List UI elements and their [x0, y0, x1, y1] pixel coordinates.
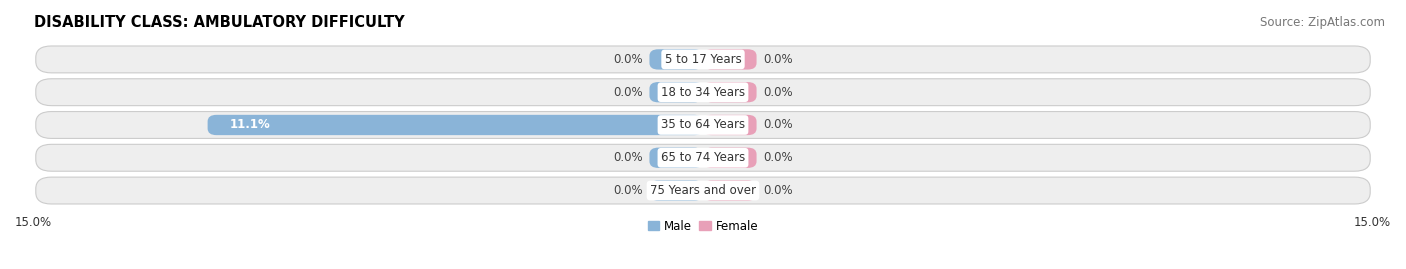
Text: DISABILITY CLASS: AMBULATORY DIFFICULTY: DISABILITY CLASS: AMBULATORY DIFFICULTY — [34, 15, 404, 30]
Text: 0.0%: 0.0% — [763, 151, 793, 164]
Text: 65 to 74 Years: 65 to 74 Years — [661, 151, 745, 164]
Text: 18 to 34 Years: 18 to 34 Years — [661, 86, 745, 99]
Text: 35 to 64 Years: 35 to 64 Years — [661, 118, 745, 132]
FancyBboxPatch shape — [650, 49, 703, 70]
Text: 5 to 17 Years: 5 to 17 Years — [665, 53, 741, 66]
FancyBboxPatch shape — [35, 79, 1371, 106]
FancyBboxPatch shape — [703, 148, 756, 168]
Legend: Male, Female: Male, Female — [643, 215, 763, 237]
FancyBboxPatch shape — [703, 49, 756, 70]
FancyBboxPatch shape — [35, 144, 1371, 171]
Text: 0.0%: 0.0% — [763, 86, 793, 99]
FancyBboxPatch shape — [35, 46, 1371, 73]
FancyBboxPatch shape — [650, 180, 703, 201]
Text: 75 Years and over: 75 Years and over — [650, 184, 756, 197]
FancyBboxPatch shape — [35, 177, 1371, 204]
Text: 11.1%: 11.1% — [231, 118, 271, 132]
FancyBboxPatch shape — [703, 180, 756, 201]
Text: 0.0%: 0.0% — [613, 151, 643, 164]
Text: 0.0%: 0.0% — [763, 118, 793, 132]
Text: 0.0%: 0.0% — [763, 184, 793, 197]
FancyBboxPatch shape — [650, 82, 703, 102]
Text: 0.0%: 0.0% — [613, 53, 643, 66]
FancyBboxPatch shape — [650, 148, 703, 168]
Text: Source: ZipAtlas.com: Source: ZipAtlas.com — [1260, 16, 1385, 29]
Text: 0.0%: 0.0% — [613, 86, 643, 99]
Text: 0.0%: 0.0% — [613, 184, 643, 197]
Text: 0.0%: 0.0% — [763, 53, 793, 66]
FancyBboxPatch shape — [703, 82, 756, 102]
FancyBboxPatch shape — [703, 115, 756, 135]
FancyBboxPatch shape — [35, 112, 1371, 139]
FancyBboxPatch shape — [208, 115, 703, 135]
